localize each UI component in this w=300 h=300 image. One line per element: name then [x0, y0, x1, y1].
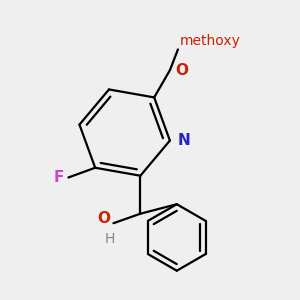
Text: N: N: [178, 133, 190, 148]
Text: H: H: [104, 232, 115, 246]
Text: F: F: [53, 170, 64, 185]
Text: methoxy: methoxy: [179, 34, 240, 48]
Text: O: O: [97, 211, 110, 226]
Text: O: O: [175, 62, 188, 77]
